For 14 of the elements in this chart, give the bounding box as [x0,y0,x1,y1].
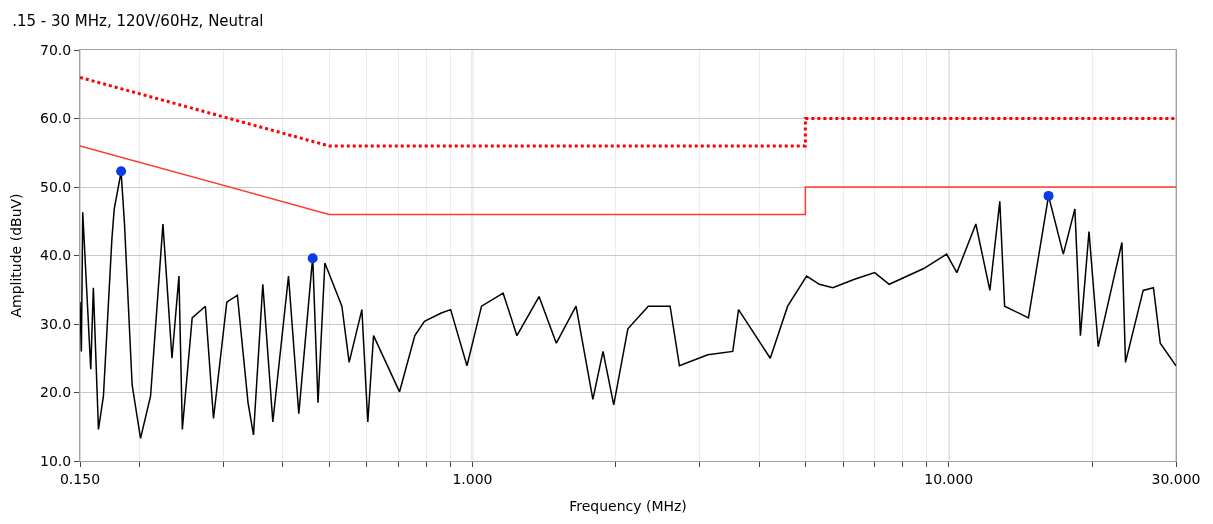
x-axis-title: Frequency (MHz) [569,498,687,515]
y-tick-label: 30.0 [40,315,72,332]
x-tick-label: 10.000 [924,470,974,487]
y-tick-label: 70.0 [40,41,72,58]
y-tick-label: 20.0 [40,384,72,401]
x-tick-label: 0.150 [59,470,101,487]
y-axis-title: Amplitude (dBuV) [7,193,24,318]
x-tick-label: 1.000 [452,470,493,487]
y-tick-label: 60.0 [40,110,72,127]
y-tick-label: 50.0 [40,178,72,195]
x-tick-label: 30.000 [1151,470,1201,487]
y-tick-label: 10.0 [40,452,72,469]
y-tick-label: 40.0 [40,247,72,264]
chart-title: .15 - 30 MHz, 120V/60Hz, Neutral [12,12,264,31]
